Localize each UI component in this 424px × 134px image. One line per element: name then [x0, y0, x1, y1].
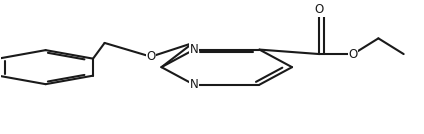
- Text: O: O: [315, 3, 324, 16]
- Text: O: O: [349, 48, 358, 61]
- Text: O: O: [146, 50, 156, 63]
- Text: N: N: [190, 78, 198, 91]
- Text: N: N: [190, 43, 198, 56]
